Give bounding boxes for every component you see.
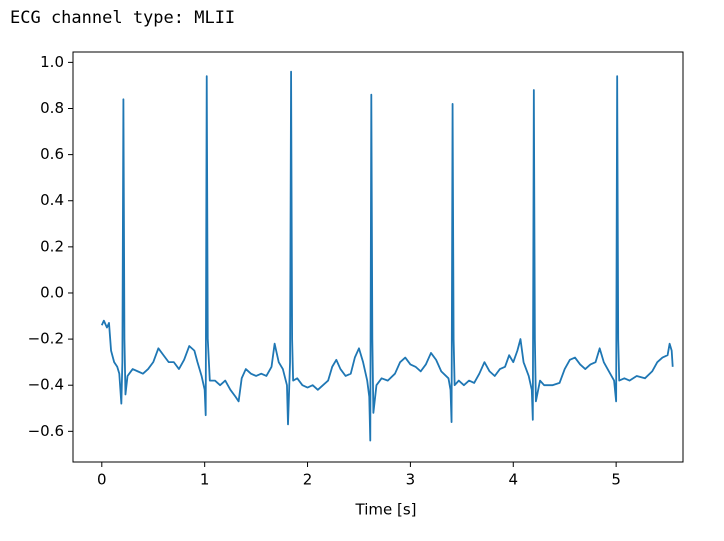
y-tick-label: 0.4 xyxy=(40,191,64,209)
output-text: ECG channel type: MLII xyxy=(10,8,235,28)
y-tick-label: −0.4 xyxy=(28,376,64,394)
x-tick-label: 0 xyxy=(97,471,107,489)
ecg-line xyxy=(100,70,674,442)
x-tick-label: 4 xyxy=(508,471,518,489)
x-tick-label: 5 xyxy=(611,471,621,489)
y-tick-label: 1.0 xyxy=(40,53,64,71)
x-tick-label: 1 xyxy=(200,471,210,489)
x-axis-label: Time [s] xyxy=(355,501,417,519)
y-tick-label: 0.6 xyxy=(40,145,64,163)
x-tick-label: 3 xyxy=(406,471,416,489)
y-tick-label: 0.0 xyxy=(40,283,64,301)
y-tick-label: 0.2 xyxy=(40,237,64,255)
plot-frame xyxy=(72,51,684,463)
y-tick-label: −0.2 xyxy=(28,330,64,348)
y-tick-label: 0.8 xyxy=(40,99,64,117)
y-tick-label: −0.6 xyxy=(28,422,64,440)
x-tick-label: 2 xyxy=(303,471,313,489)
